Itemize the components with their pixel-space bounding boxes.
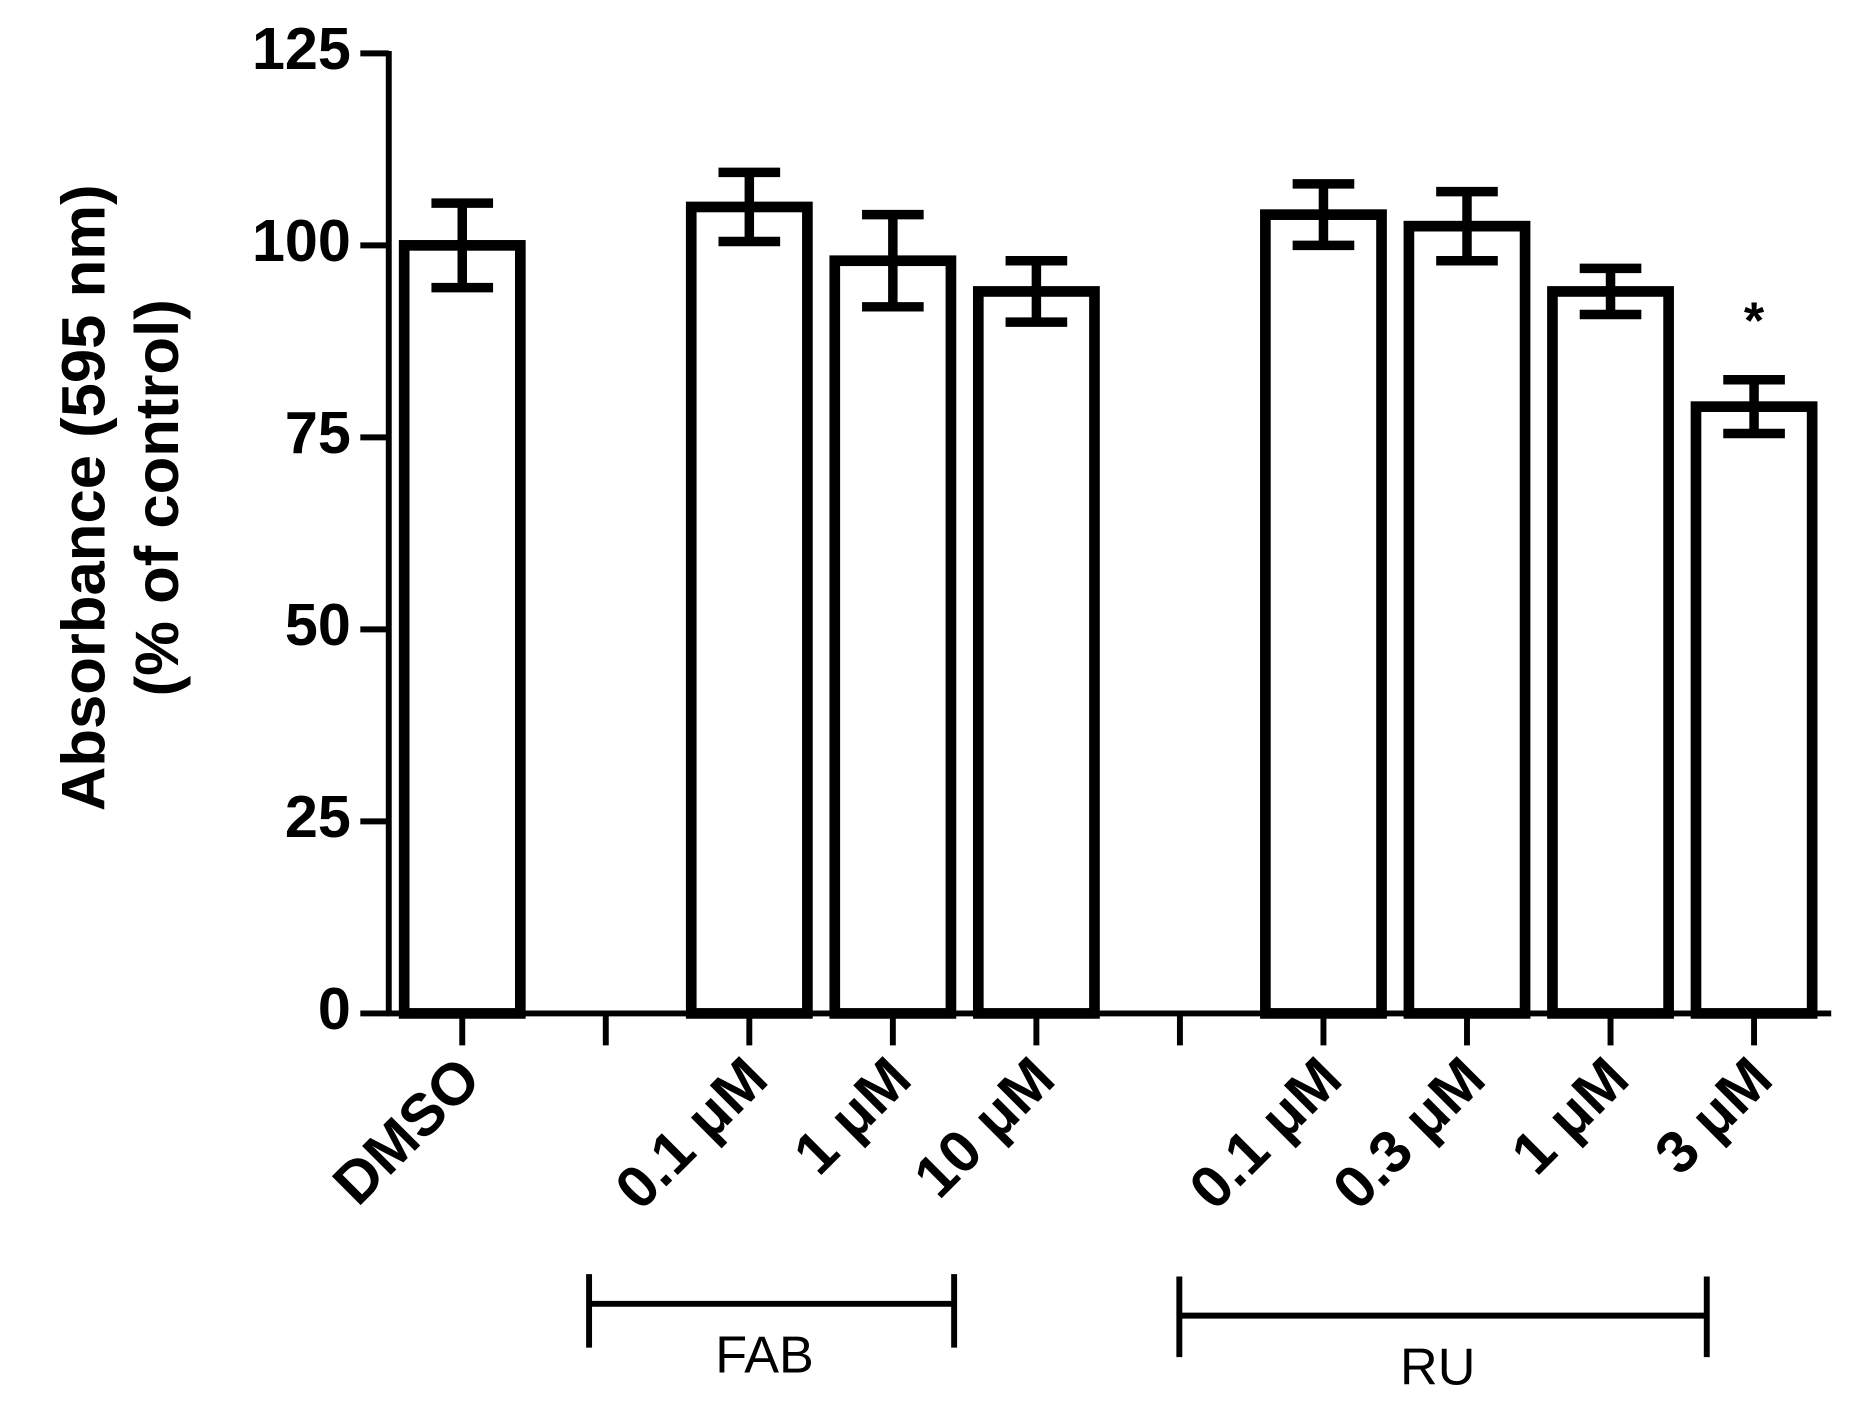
error-bar <box>1005 255 1068 327</box>
group-label: RU <box>1400 1338 1475 1396</box>
y-axis-title: Absorbance (595 nm) <box>49 184 118 811</box>
bar <box>685 201 813 1019</box>
x-tick-label: 10 μM <box>901 1044 1067 1210</box>
y-tick-label: 0 <box>318 975 351 1042</box>
error-bar <box>862 209 924 312</box>
bar <box>829 255 957 1019</box>
bar <box>1403 220 1531 1019</box>
error-bar <box>431 198 494 293</box>
bar <box>1260 209 1387 1019</box>
error-bar <box>718 167 781 247</box>
y-tick-label: 25 <box>285 783 351 850</box>
y-tick-label: 125 <box>252 15 351 82</box>
bar <box>1547 286 1674 1019</box>
significance-marker: * <box>1744 292 1765 350</box>
error-bar <box>1292 179 1355 251</box>
group-bracket <box>1176 1276 1710 1358</box>
y-tick-label: 75 <box>285 399 351 466</box>
x-tick-label: 0.1 μM <box>1176 1044 1354 1222</box>
error-bar <box>1723 375 1785 439</box>
x-tick-label: 0.1 μM <box>602 1044 780 1222</box>
y-tick-label: 100 <box>252 207 351 274</box>
x-tick-label: DMSO <box>320 1044 493 1217</box>
y-axis-title: (% of control) <box>123 299 192 696</box>
error-bar <box>1579 263 1642 320</box>
group-bracket <box>586 1274 958 1348</box>
x-tick-label: 3 μM <box>1642 1044 1785 1187</box>
error-bar <box>1436 186 1498 266</box>
bar <box>398 240 526 1019</box>
bar <box>972 286 1100 1019</box>
x-tick-label: 0.3 μM <box>1320 1044 1498 1222</box>
x-tick-label: 1 μM <box>1498 1044 1641 1187</box>
bar <box>1690 401 1818 1019</box>
group-label: FAB <box>715 1327 814 1385</box>
y-tick-label: 50 <box>285 591 351 658</box>
